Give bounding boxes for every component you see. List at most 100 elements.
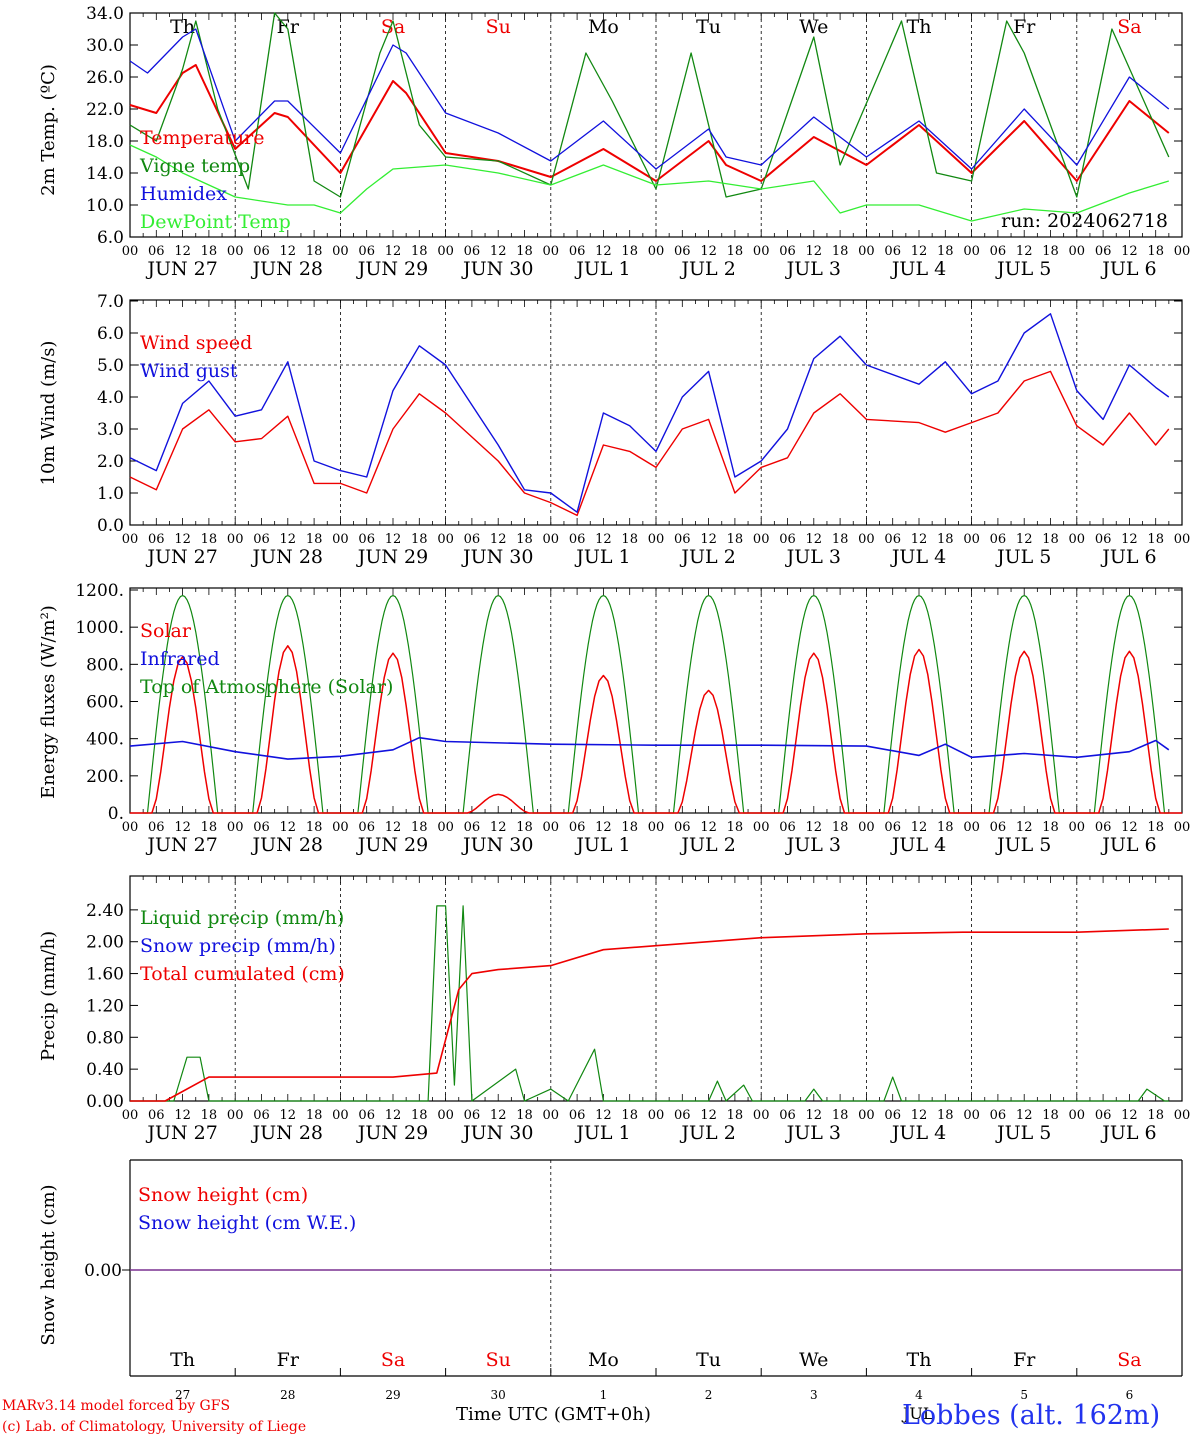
hour-tick-label: 00 xyxy=(122,532,139,547)
hour-tick-label: 12 xyxy=(280,1108,297,1123)
y-tick-label: 6.0 xyxy=(97,228,124,248)
hour-tick-label: 18 xyxy=(516,820,533,835)
date-label: JUL 6 xyxy=(1100,546,1156,568)
weekday-label: Sa xyxy=(381,16,405,38)
hour-tick-label: 18 xyxy=(411,820,428,835)
y-tick-label: 0.40 xyxy=(86,1060,124,1080)
hour-tick-label: 00 xyxy=(122,1108,139,1123)
hour-tick-label: 00 xyxy=(543,532,560,547)
hour-tick-label: 00 xyxy=(1069,532,1086,547)
y-tick-label: 5.0 xyxy=(97,356,124,376)
hour-tick-label: 00 xyxy=(1069,244,1086,259)
date-label: JUN 30 xyxy=(461,546,533,568)
y-tick-label: 1200. xyxy=(75,581,124,601)
hour-tick-label: 00 xyxy=(858,820,875,835)
weekday-label: Tu xyxy=(696,1349,721,1371)
y-tick-label: 14.0 xyxy=(86,164,124,184)
hour-tick-label: 12 xyxy=(280,820,297,835)
y-tick-label: 200. xyxy=(86,767,124,787)
y-tick-label: 2.40 xyxy=(86,901,124,921)
weekday-label: We xyxy=(799,16,828,38)
hour-tick-label: 06 xyxy=(990,532,1007,547)
hour-tick-label: 18 xyxy=(1042,1108,1059,1123)
hour-tick-label: 06 xyxy=(569,1108,586,1123)
y-tick-label: 0.0 xyxy=(97,516,124,536)
hour-tick-label: 06 xyxy=(674,244,691,259)
legend-entry: Snow height (cm) xyxy=(138,1184,308,1206)
hour-tick-label: 06 xyxy=(990,820,1007,835)
date-label: JUN 28 xyxy=(251,1122,323,1144)
hour-tick-label: 00 xyxy=(122,244,139,259)
date-label: JUL 2 xyxy=(679,1122,735,1144)
hour-tick-label: 12 xyxy=(1121,1108,1138,1123)
date-label: JUN 28 xyxy=(251,258,323,280)
legend-entry: Vigne temp xyxy=(139,155,250,177)
hour-tick-label: 18 xyxy=(621,532,638,547)
date-label: JUL 1 xyxy=(574,1122,630,1144)
date-label: JUL 4 xyxy=(890,258,946,280)
y-tick-label: 800. xyxy=(86,655,124,675)
date-label: 5 xyxy=(1020,1388,1028,1402)
hour-tick-label: 06 xyxy=(464,820,481,835)
hour-tick-label: 06 xyxy=(1095,244,1112,259)
hour-tick-label: 00 xyxy=(1069,820,1086,835)
hour-tick-label: 00 xyxy=(858,1108,875,1123)
y-tick-label: 30.0 xyxy=(86,36,124,56)
hour-tick-label: 18 xyxy=(727,532,744,547)
hour-tick-label: 06 xyxy=(464,1108,481,1123)
y-tick-label: 0.80 xyxy=(86,1028,124,1048)
hour-tick-label: 12 xyxy=(595,1108,612,1123)
hour-tick-label: 18 xyxy=(1147,1108,1164,1123)
hour-tick-label: 00 xyxy=(437,532,454,547)
hour-tick-label: 06 xyxy=(253,820,270,835)
y-tick-label: 4.0 xyxy=(97,388,124,408)
hour-tick-label: 18 xyxy=(1042,820,1059,835)
hour-tick-label: 18 xyxy=(516,244,533,259)
hour-tick-label: 12 xyxy=(385,532,402,547)
hour-tick-label: 18 xyxy=(306,1108,323,1123)
series-line-wind-gust xyxy=(129,313,1170,513)
hour-tick-label: 06 xyxy=(358,532,375,547)
hour-tick-label: 06 xyxy=(674,532,691,547)
hour-tick-label: 12 xyxy=(1121,532,1138,547)
hour-tick-label: 12 xyxy=(595,820,612,835)
hour-tick-label: 12 xyxy=(911,532,928,547)
y-axis-title: Precip (mm/h) xyxy=(38,931,59,1061)
hour-tick-label: 12 xyxy=(1016,532,1033,547)
weekday-label: Su xyxy=(486,1349,511,1371)
date-label: 1 xyxy=(600,1388,608,1402)
hour-tick-label: 00 xyxy=(1174,532,1191,547)
lab-credit: (c) Lab. of Climatology, University of L… xyxy=(2,1419,307,1435)
hour-tick-label: 12 xyxy=(806,820,823,835)
y-tick-label: 2.00 xyxy=(86,933,124,953)
hour-tick-label: 00 xyxy=(332,820,349,835)
date-label: JUN 30 xyxy=(461,834,533,856)
hour-tick-label: 18 xyxy=(306,820,323,835)
weekday-label: Fr xyxy=(1013,16,1036,38)
date-label: 3 xyxy=(810,1388,818,1402)
date-label: JUL 3 xyxy=(785,1122,841,1144)
weekday-label: Mo xyxy=(588,1349,619,1371)
hour-tick-label: 00 xyxy=(753,532,770,547)
date-label: JUN 30 xyxy=(461,1122,533,1144)
series-line-total-cumulated xyxy=(130,928,1169,1102)
hour-tick-label: 06 xyxy=(148,820,165,835)
hour-tick-label: 18 xyxy=(832,244,849,259)
y-axis-title: Energy fluxes (W/m²) xyxy=(38,605,59,799)
hour-tick-label: 12 xyxy=(490,1108,507,1123)
date-label: JUL 4 xyxy=(890,546,946,568)
series-line-vigne-temp xyxy=(129,12,1170,198)
hour-tick-label: 00 xyxy=(963,244,980,259)
hour-tick-label: 00 xyxy=(648,820,665,835)
hour-tick-label: 18 xyxy=(937,1108,954,1123)
legend-entry: Total cumulated (cm) xyxy=(140,963,345,985)
hour-tick-label: 00 xyxy=(963,1108,980,1123)
weekday-label: Th xyxy=(170,1349,195,1371)
hour-tick-label: 12 xyxy=(806,532,823,547)
hour-tick-label: 06 xyxy=(148,1108,165,1123)
hour-tick-label: 06 xyxy=(253,244,270,259)
hour-tick-label: 12 xyxy=(174,820,191,835)
y-tick-label: 18.0 xyxy=(86,132,124,152)
weekday-label: Tu xyxy=(696,16,721,38)
